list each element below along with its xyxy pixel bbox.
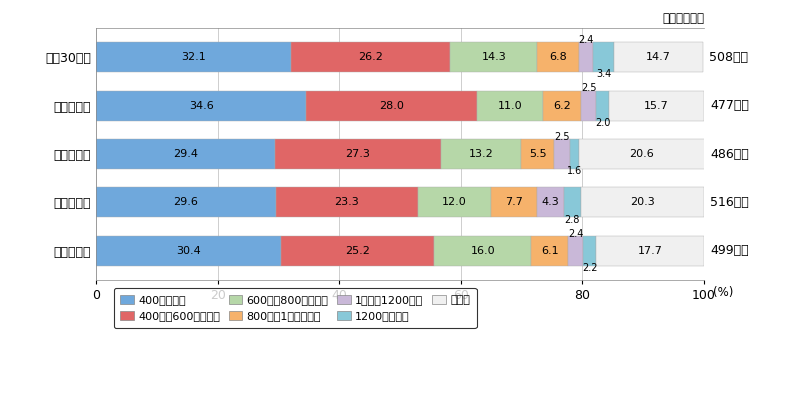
Text: 6.8: 6.8 — [550, 52, 567, 62]
Text: 29.6: 29.6 — [174, 198, 198, 208]
Bar — [596, 90, 609, 120]
Bar — [96, 188, 276, 218]
Text: 20.3: 20.3 — [630, 198, 654, 208]
Text: 14.7: 14.7 — [646, 52, 671, 62]
Bar — [581, 90, 596, 120]
Text: 486万円: 486万円 — [710, 148, 750, 160]
Bar — [434, 236, 531, 266]
Text: 5.5: 5.5 — [529, 149, 546, 159]
Text: 20.6: 20.6 — [630, 149, 654, 159]
Bar — [450, 42, 538, 72]
Text: 26.2: 26.2 — [358, 52, 383, 62]
Text: 2.5: 2.5 — [581, 84, 597, 94]
Bar — [96, 42, 291, 72]
Text: 2.4: 2.4 — [578, 35, 594, 45]
Bar — [531, 236, 569, 266]
Bar — [538, 42, 578, 72]
Text: 17.7: 17.7 — [638, 246, 662, 256]
Text: 516万円: 516万円 — [710, 196, 749, 209]
Text: 3.4: 3.4 — [596, 69, 611, 79]
Bar — [594, 42, 614, 72]
Bar — [614, 42, 703, 72]
Text: 2.0: 2.0 — [594, 118, 610, 128]
Text: 12.0: 12.0 — [442, 198, 466, 208]
Text: 16.0: 16.0 — [470, 246, 495, 256]
Text: 30.4: 30.4 — [176, 246, 201, 256]
Bar — [609, 90, 704, 120]
Bar — [291, 42, 450, 72]
Bar — [477, 90, 543, 120]
Bar — [570, 139, 579, 169]
Bar — [538, 188, 563, 218]
Text: 25.2: 25.2 — [345, 246, 370, 256]
Bar — [276, 188, 418, 218]
Bar — [490, 188, 538, 218]
Text: 平均世帯年収: 平均世帯年収 — [662, 12, 704, 26]
Bar — [441, 139, 521, 169]
Bar — [583, 236, 596, 266]
Text: 34.6: 34.6 — [189, 100, 214, 110]
Bar — [596, 236, 704, 266]
Text: 6.2: 6.2 — [554, 100, 571, 110]
Bar — [418, 188, 490, 218]
Text: 2.2: 2.2 — [582, 263, 598, 273]
Text: 32.1: 32.1 — [182, 52, 206, 62]
Bar — [306, 90, 477, 120]
Text: 2.8: 2.8 — [564, 214, 580, 224]
Text: 508万円: 508万円 — [710, 50, 749, 64]
Bar — [281, 236, 434, 266]
Text: 6.1: 6.1 — [541, 246, 558, 256]
Text: (%): (%) — [713, 286, 734, 299]
Legend: 400万円未満, 400万～600万円未満, 600万～800万円未満, 800万～1千万円未満, 1千万～1200万円, 1200万円以上, 無回答: 400万円未満, 400万～600万円未満, 600万～800万円未満, 800… — [114, 288, 477, 328]
Bar — [96, 90, 306, 120]
Text: 14.3: 14.3 — [482, 52, 506, 62]
Text: 4.3: 4.3 — [542, 198, 559, 208]
Text: 477万円: 477万円 — [710, 99, 749, 112]
Text: 23.3: 23.3 — [334, 198, 359, 208]
Bar — [554, 139, 570, 169]
Bar — [96, 139, 274, 169]
Text: 1.6: 1.6 — [567, 166, 582, 176]
Text: 11.0: 11.0 — [498, 100, 522, 110]
Bar — [569, 236, 583, 266]
Text: 29.4: 29.4 — [173, 149, 198, 159]
Bar — [521, 139, 554, 169]
Bar — [578, 42, 594, 72]
Bar — [543, 90, 581, 120]
Bar — [563, 188, 581, 218]
Text: 2.5: 2.5 — [554, 132, 570, 142]
Text: 2.4: 2.4 — [568, 229, 583, 239]
Text: 28.0: 28.0 — [379, 100, 404, 110]
Text: 499万円: 499万円 — [710, 244, 749, 258]
Bar — [274, 139, 441, 169]
Text: 15.7: 15.7 — [644, 100, 669, 110]
Text: 27.3: 27.3 — [346, 149, 370, 159]
Bar — [579, 139, 705, 169]
Bar — [581, 188, 704, 218]
Bar — [96, 236, 281, 266]
Text: 7.7: 7.7 — [505, 198, 523, 208]
Text: 13.2: 13.2 — [469, 149, 494, 159]
